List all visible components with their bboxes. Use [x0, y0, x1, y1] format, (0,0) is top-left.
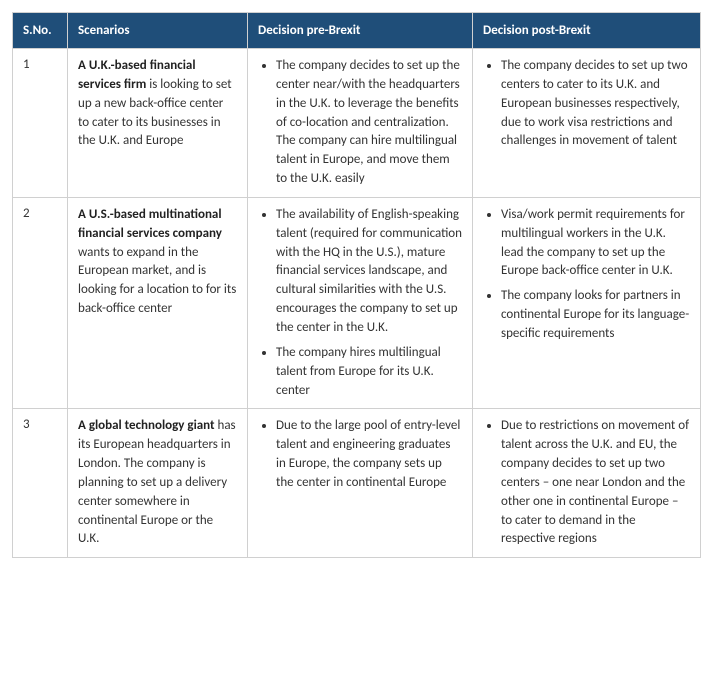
cell-post-brexit-list: Visa/work permit requirements for multil…	[483, 206, 690, 344]
list-item: Due to restrictions on movement of talen…	[501, 417, 690, 549]
cell-sno: 1	[13, 49, 68, 198]
cell-scenario: A U.K.-based financial services firm is …	[68, 49, 248, 198]
cell-pre-brexit-list: Due to the large pool of entry-level tal…	[258, 417, 462, 492]
cell-post-brexit-list: Due to restrictions on movement of talen…	[483, 417, 690, 549]
table-row: 1A U.K.-based financial services firm is…	[13, 49, 701, 198]
list-item: The company decides to set up the center…	[276, 57, 462, 189]
cell-scenario: A U.S.-based multinational financial ser…	[68, 197, 248, 408]
list-item: Due to the large pool of entry-level tal…	[276, 417, 462, 492]
cell-pre-brexit: Due to the large pool of entry-level tal…	[248, 409, 473, 558]
cell-post-brexit: Visa/work permit requirements for multil…	[473, 197, 701, 408]
col-header-sno: S.No.	[13, 13, 68, 49]
table-header-row: S.No. Scenarios Decision pre-Brexit Deci…	[13, 13, 701, 49]
table-row: 2 A U.S.-based multinational financial se…	[13, 197, 701, 408]
cell-sno: 2	[13, 197, 68, 408]
cell-sno: 3	[13, 409, 68, 558]
table-body: 1A U.K.-based financial services firm is…	[13, 49, 701, 558]
col-header-post-brexit: Decision post-Brexit	[473, 13, 701, 49]
table-row: 3A global technology giant has its Europ…	[13, 409, 701, 558]
scenario-bold: A global technology giant	[78, 418, 215, 433]
cell-post-brexit: The company decides to set up two center…	[473, 49, 701, 198]
list-item: The company hires multilingual talent fr…	[276, 344, 462, 401]
col-header-scenarios: Scenarios	[68, 13, 248, 49]
scenario-rest: has its European headquarters in London.…	[78, 418, 236, 546]
cell-pre-brexit-list: The availability of English-speaking tal…	[258, 206, 462, 400]
brexit-scenarios-table: S.No. Scenarios Decision pre-Brexit Deci…	[12, 12, 701, 558]
cell-pre-brexit: The company decides to set up the center…	[248, 49, 473, 198]
scenario-rest: wants to expand in the European market, …	[78, 245, 236, 317]
cell-scenario: A global technology giant has its Europe…	[68, 409, 248, 558]
cell-post-brexit-list: The company decides to set up two center…	[483, 57, 690, 151]
scenario-bold: A U.S.-based multinational financial ser…	[78, 207, 222, 241]
list-item: The company looks for partners in contin…	[501, 287, 690, 344]
cell-pre-brexit-list: The company decides to set up the center…	[258, 57, 462, 189]
list-item: The company decides to set up two center…	[501, 57, 690, 151]
list-item: Visa/work permit requirements for multil…	[501, 206, 690, 281]
list-item: The availability of English-speaking tal…	[276, 206, 462, 338]
col-header-pre-brexit: Decision pre-Brexit	[248, 13, 473, 49]
cell-pre-brexit: The availability of English-speaking tal…	[248, 197, 473, 408]
cell-post-brexit: Due to restrictions on movement of talen…	[473, 409, 701, 558]
